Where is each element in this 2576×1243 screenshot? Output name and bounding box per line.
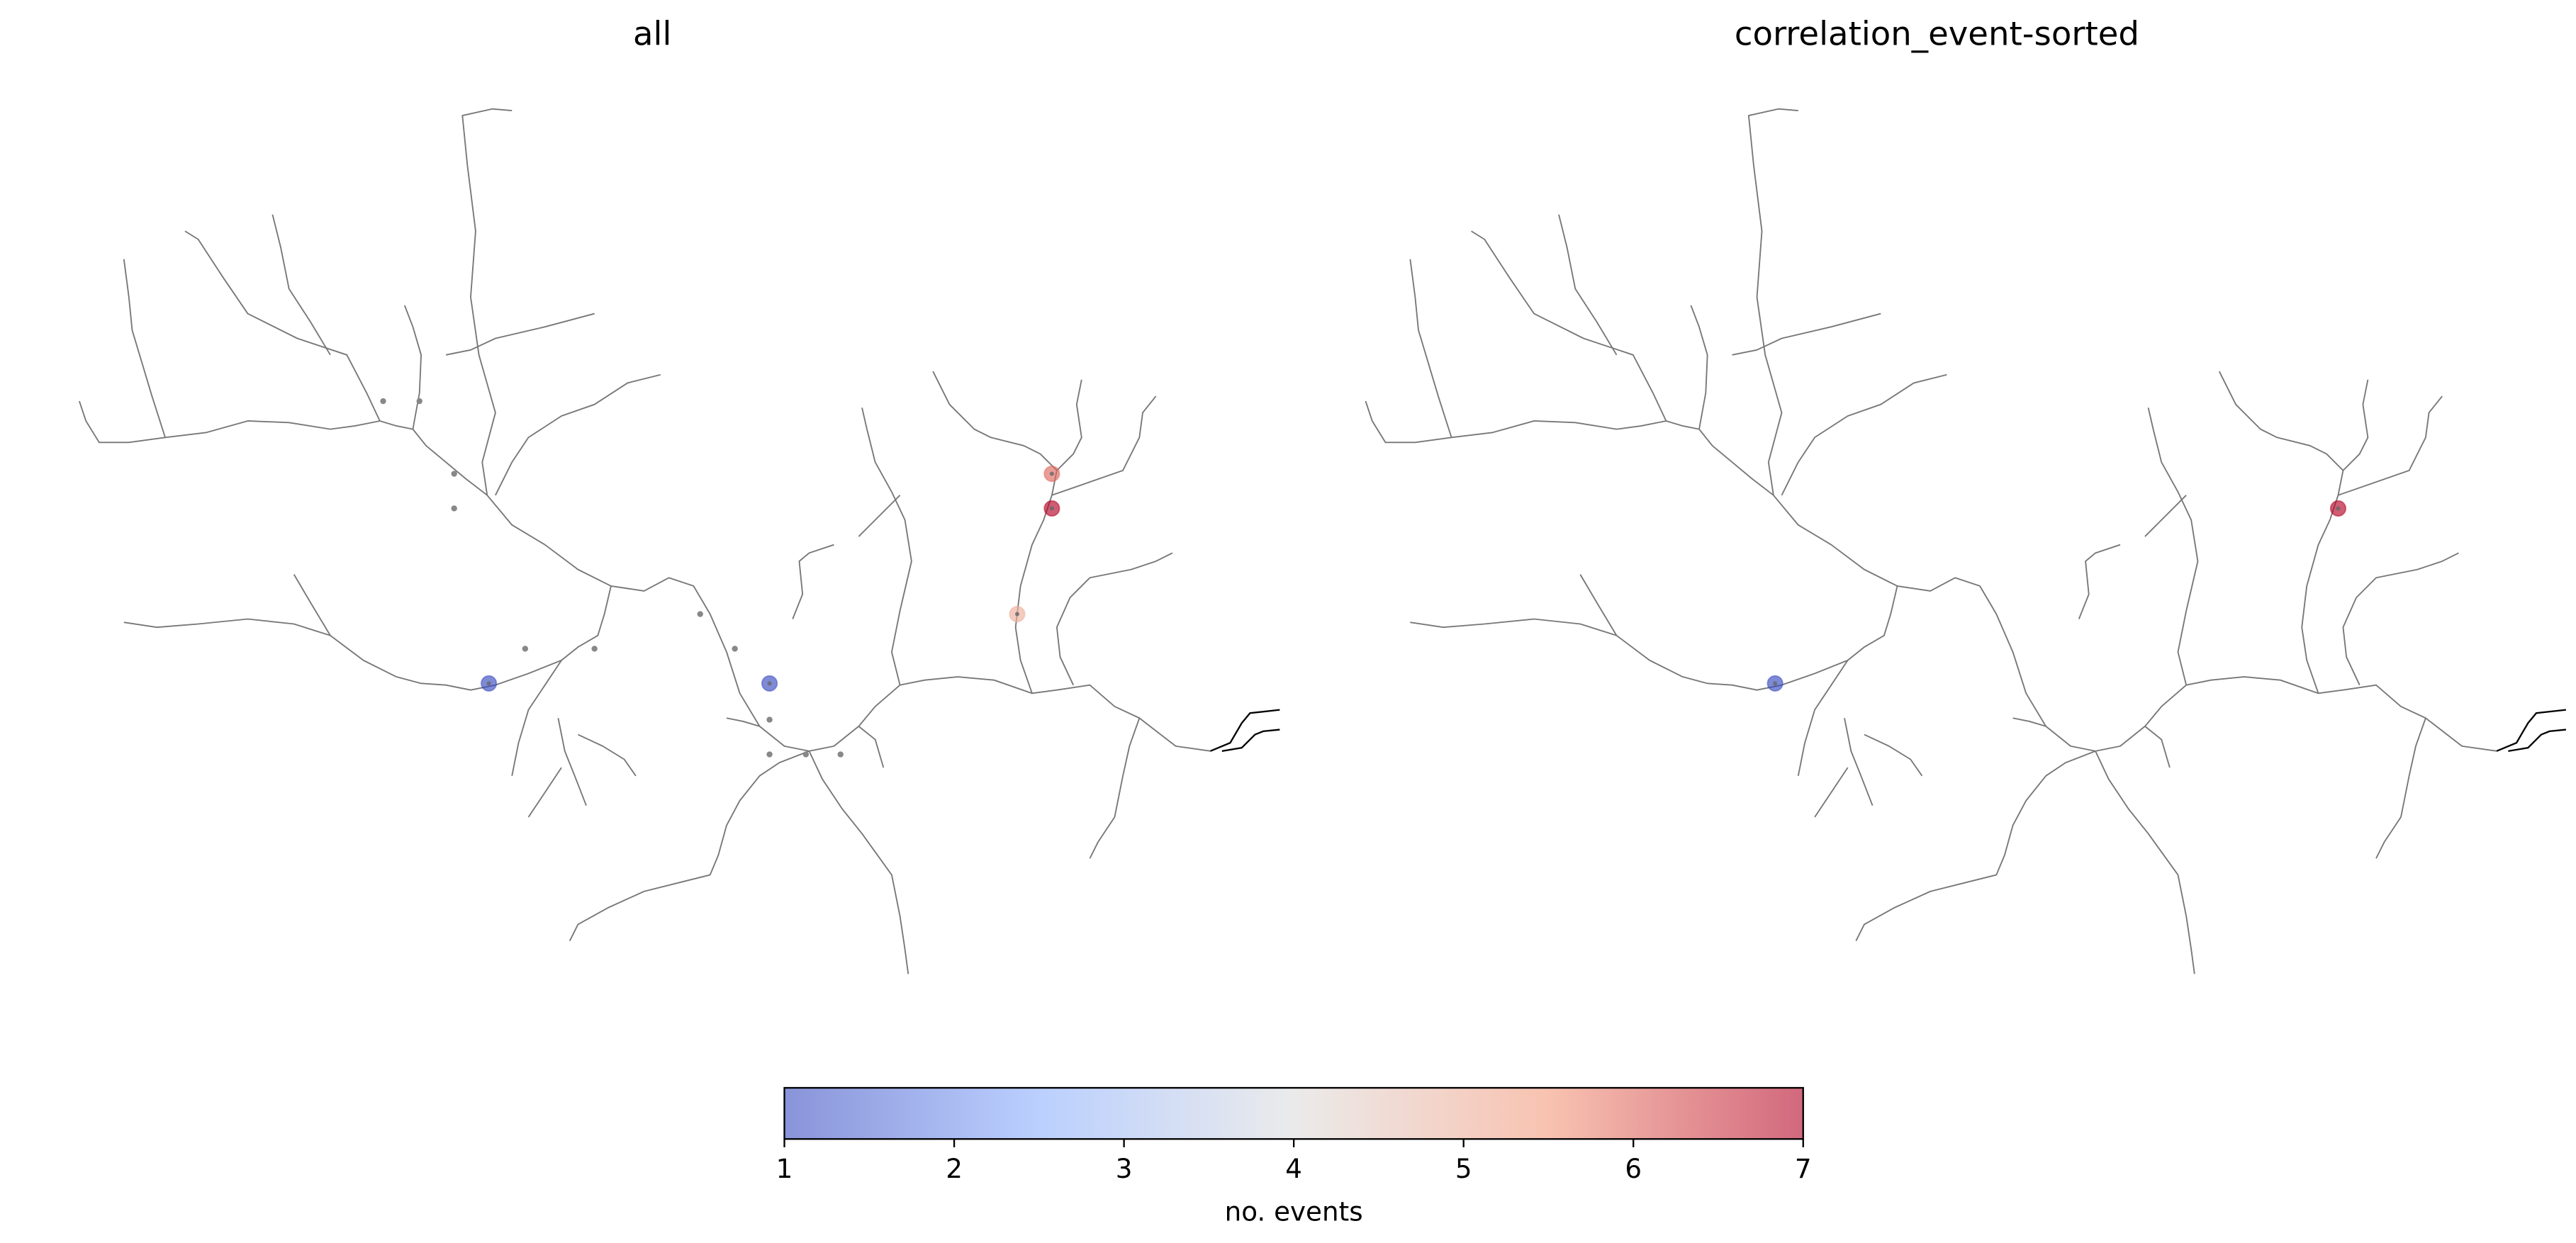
colorbar-tick-label: 1	[776, 1153, 793, 1184]
colorbar-tick-label: 6	[1625, 1153, 1642, 1184]
station	[802, 751, 810, 758]
colorbar-tick-label: 5	[1455, 1153, 1472, 1184]
event-point-center	[2336, 506, 2341, 511]
station	[380, 398, 386, 405]
panel	[78, 108, 1281, 975]
river-map	[1365, 108, 2567, 975]
event-point-center	[767, 681, 772, 686]
colorbar-tick-label: 3	[1116, 1153, 1133, 1184]
station	[732, 646, 738, 652]
panel-title: correlation_event-sorted	[1735, 15, 2139, 53]
panel-title: all	[633, 15, 671, 53]
colorbar-label: no. events	[1225, 1196, 1363, 1227]
event-point-center	[486, 681, 491, 686]
station	[416, 398, 422, 405]
station	[522, 646, 529, 652]
panels	[78, 108, 2567, 975]
panel	[1365, 108, 2567, 975]
colorbar: 1 2 3 4 5 6 7 no. events	[776, 1086, 1812, 1227]
station	[451, 471, 457, 477]
station	[766, 716, 773, 723]
river-map	[78, 108, 1281, 975]
event-point-center	[1049, 506, 1054, 511]
event-point-center	[1049, 471, 1054, 476]
station	[766, 751, 773, 758]
colorbar-tick-label: 2	[946, 1153, 963, 1184]
event-point-center	[1773, 681, 1778, 686]
station	[591, 646, 598, 652]
colorbar-tick-label: 4	[1285, 1153, 1302, 1184]
station	[837, 751, 844, 758]
station	[697, 611, 703, 617]
colorbar-tick-label: 7	[1795, 1153, 1812, 1184]
event-point-center	[1014, 612, 1020, 617]
colorbar-fill	[783, 1086, 1804, 1140]
station	[451, 505, 457, 512]
